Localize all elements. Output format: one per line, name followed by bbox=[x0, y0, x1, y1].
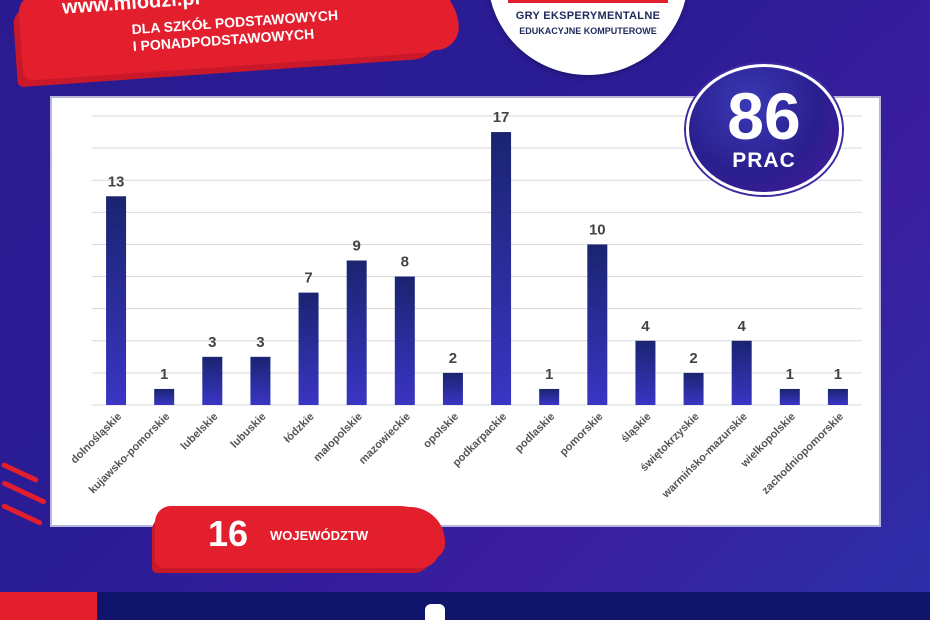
bars bbox=[106, 132, 848, 406]
regions-brush-stroke bbox=[155, 506, 440, 568]
bar bbox=[827, 388, 848, 405]
bar-value-label: 9 bbox=[353, 238, 361, 255]
category-label: mazowieckie bbox=[357, 411, 413, 467]
bar-value-label: 8 bbox=[401, 254, 409, 271]
footer-bar bbox=[0, 592, 930, 620]
bar bbox=[683, 372, 704, 405]
bar bbox=[442, 372, 463, 405]
works-count-badge: 86 PRAC bbox=[686, 64, 842, 195]
bar-value-label: 3 bbox=[208, 334, 216, 351]
bar-value-label: 1 bbox=[786, 366, 794, 383]
category-label: kujawsko-pomorskie bbox=[87, 411, 172, 496]
category-label: lubuskie bbox=[229, 411, 269, 451]
bar-value-label: 10 bbox=[589, 221, 606, 238]
bar bbox=[491, 132, 512, 406]
bar bbox=[779, 388, 800, 405]
regions-label: WOJEWÓDZTW bbox=[270, 528, 369, 543]
bar bbox=[346, 260, 367, 405]
bar-value-label: 17 bbox=[493, 109, 510, 126]
bar-value-label: 1 bbox=[834, 366, 842, 383]
category-label: śląskie bbox=[619, 411, 653, 445]
bar-value-label: 1 bbox=[545, 366, 553, 383]
bar-value-label: 13 bbox=[108, 173, 125, 190]
bar-value-label: 4 bbox=[738, 318, 747, 335]
logo-subtitle: EDUKACYJNE KOMPUTEROWE bbox=[519, 26, 657, 36]
decorative-streak bbox=[1, 502, 43, 527]
bar-value-label: 4 bbox=[641, 318, 650, 335]
logo-accent-bar bbox=[508, 0, 668, 3]
bar-value-label: 1 bbox=[160, 366, 168, 383]
category-label: opolskie bbox=[421, 411, 461, 451]
bar bbox=[539, 388, 560, 405]
regions-count: 16 bbox=[208, 513, 249, 554]
logo-title: GRY EKSPERYMENTALNE bbox=[515, 10, 661, 22]
works-count-number: 86 bbox=[727, 79, 801, 153]
category-label: małopolskie bbox=[311, 411, 364, 464]
category-label: łódzkie bbox=[282, 411, 317, 446]
category-label: warmińsko-mazurskie bbox=[659, 411, 749, 501]
category-label: pomorskie bbox=[558, 411, 606, 459]
bar-value-label: 7 bbox=[304, 270, 312, 287]
category-label: podlaskie bbox=[513, 411, 557, 455]
works-count-label: PRAC bbox=[732, 149, 796, 172]
bar bbox=[298, 292, 319, 405]
bar bbox=[106, 196, 127, 405]
bar bbox=[587, 244, 608, 405]
bar bbox=[202, 356, 223, 405]
footer-red-block bbox=[0, 592, 97, 620]
bar bbox=[154, 388, 175, 405]
bar bbox=[635, 340, 656, 405]
decorative-streak bbox=[0, 461, 40, 484]
category-label: lubelskie bbox=[179, 411, 221, 453]
bar bbox=[250, 356, 271, 405]
bar bbox=[394, 276, 415, 405]
category-label: zachodniopomorskie bbox=[760, 411, 846, 497]
decorative-streak bbox=[1, 480, 47, 505]
bar bbox=[731, 340, 752, 405]
footer-emblem-icon bbox=[425, 604, 445, 620]
bar-value-label: 2 bbox=[689, 350, 697, 367]
bar-value-label: 3 bbox=[256, 334, 264, 351]
bar-value-label: 2 bbox=[449, 350, 457, 367]
